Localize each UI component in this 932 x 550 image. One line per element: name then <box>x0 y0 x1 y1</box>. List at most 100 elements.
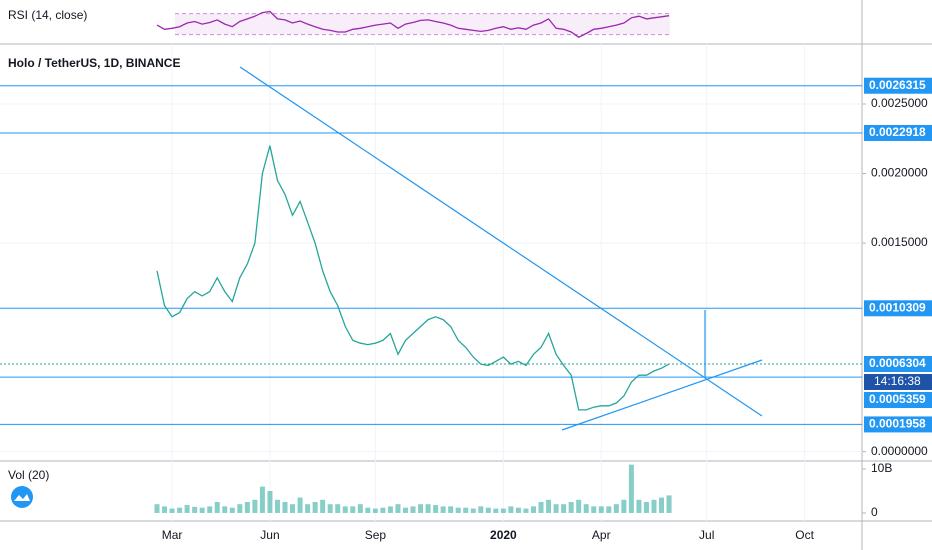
volume-bar <box>327 504 333 513</box>
price-label-box <box>864 355 932 372</box>
price-line <box>156 10 670 38</box>
volume-bar <box>372 508 378 513</box>
logo-icon <box>14 494 30 501</box>
x-tick-label: 2020 <box>490 528 517 542</box>
x-tick-label: Jul <box>699 528 714 542</box>
x-tick-label: Jun <box>260 528 279 542</box>
volume-bar <box>440 506 446 513</box>
x-tick-label: Mar <box>162 528 183 542</box>
volume-bar <box>666 495 672 513</box>
y-tick-label: 0.0000000 <box>871 444 928 458</box>
price-label: 0.0001958 <box>869 417 926 431</box>
volume-bar <box>365 507 371 513</box>
volume-bar <box>267 491 273 513</box>
volume-bar <box>606 506 612 513</box>
price-label: 0.0005359 <box>869 392 926 406</box>
volume-bar <box>613 504 619 513</box>
volume-bar <box>290 504 296 513</box>
volume-bar <box>259 486 265 513</box>
volume-bar <box>380 507 386 513</box>
x-tick-label: Sep <box>365 528 387 542</box>
trend-line <box>239 66 763 417</box>
volume-bar <box>214 501 220 513</box>
countdown-box <box>864 373 932 390</box>
volume-bar <box>500 508 506 513</box>
volume-bar <box>531 506 536 513</box>
volume-bar <box>643 501 649 513</box>
y-tick-label: 0.0015000 <box>871 235 928 249</box>
logo[interactable] <box>11 486 33 508</box>
volume-bar <box>169 508 175 513</box>
symbol-title: Holo / TetherUS, 1D, BINANCE <box>8 56 180 70</box>
rsi-band <box>175 13 670 35</box>
y-tick-label: 0.0020000 <box>871 166 928 180</box>
volume-bar <box>561 504 567 513</box>
y-tick-label: 0.0025000 <box>871 96 928 110</box>
volume-bar <box>418 504 424 513</box>
volume-bar <box>410 506 416 513</box>
volume-bar <box>470 508 476 513</box>
volume-bar <box>553 504 559 513</box>
volume-bar <box>628 464 634 513</box>
volume-bar <box>192 506 198 513</box>
volume-bar <box>508 506 514 513</box>
volume-bar <box>387 506 393 513</box>
trend-line <box>561 359 763 431</box>
grid <box>0 13 862 521</box>
volume-bar <box>485 507 491 513</box>
volume-bar <box>184 505 190 513</box>
volume-bar <box>591 506 597 513</box>
volume-bar <box>162 506 168 513</box>
volume-bar <box>199 507 205 513</box>
x-tick-label: Apr <box>592 528 611 542</box>
volume-bar <box>282 501 288 513</box>
price-label: 0.0026315 <box>869 78 926 92</box>
labels: 0.0025000 0.0020000 0.0015000 0.0000000 Mar J… <box>162 77 932 542</box>
volume-bar <box>621 499 627 513</box>
volume-bar <box>274 499 280 513</box>
volume-bar <box>425 504 431 513</box>
price-label: 0.0022918 <box>869 125 926 139</box>
volume-bar <box>154 504 160 513</box>
volume-bar <box>335 504 341 513</box>
volume-bar <box>463 507 469 513</box>
price-label-box <box>864 391 932 408</box>
volume-bar <box>252 499 258 513</box>
volume-bar <box>402 507 408 513</box>
volume-bar <box>207 506 213 513</box>
volume-bar <box>320 499 326 513</box>
rsi-title: RSI (14, close) <box>8 8 87 22</box>
volume-bar <box>177 507 183 513</box>
volume-bar <box>229 507 235 513</box>
volume-bar <box>568 501 574 513</box>
price-label-box <box>864 77 932 94</box>
volume-bar <box>659 497 665 513</box>
price-label: 0.0010309 <box>869 300 926 314</box>
volume-bar <box>583 504 589 513</box>
price-label: 0.0006304 <box>869 356 926 370</box>
volume-bar <box>576 499 582 513</box>
y-tick-label: 0 <box>871 505 878 519</box>
volume-title: Vol (20) <box>8 468 49 482</box>
volume-bar <box>478 506 484 513</box>
volume-bar <box>237 504 243 513</box>
volume-bar <box>312 501 318 513</box>
volume-bar <box>651 499 657 513</box>
volume-bar <box>515 507 521 513</box>
volume-bar <box>350 506 356 513</box>
volume-bar <box>455 507 461 513</box>
price-line <box>156 145 670 411</box>
volume-bar <box>222 506 228 513</box>
volume-bar <box>244 501 250 513</box>
volume-bar <box>493 508 499 513</box>
volume-bar <box>538 501 544 513</box>
x-tick-label: Oct <box>795 528 814 542</box>
volume-bar <box>297 497 303 513</box>
price-label-box <box>864 124 932 141</box>
price-label-box <box>864 300 932 317</box>
volume-bar <box>357 504 363 513</box>
volume-bar <box>598 506 604 513</box>
volume-bar <box>342 506 348 513</box>
